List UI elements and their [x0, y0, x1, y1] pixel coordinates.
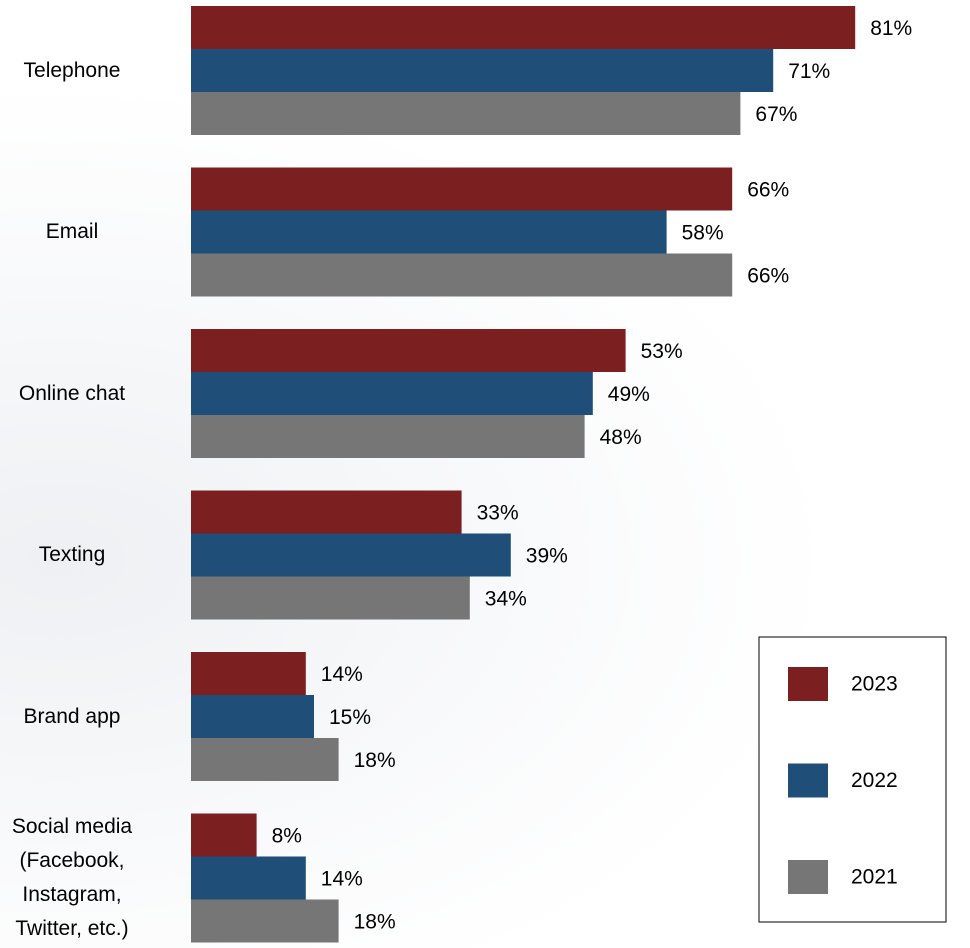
value-label: 39%: [526, 545, 568, 568]
value-label: 48%: [600, 426, 642, 449]
value-label: 81%: [870, 17, 912, 40]
legend-label: 2023: [851, 673, 898, 696]
value-label: 14%: [321, 868, 363, 891]
bar: [191, 490, 462, 534]
value-label: 53%: [641, 340, 683, 363]
category-label: Social media (Facebook, Instagram, Twitt…: [11, 815, 133, 940]
bar: [191, 813, 257, 857]
bar: [191, 6, 856, 49]
bar: [191, 533, 511, 577]
value-label: 14%: [321, 663, 363, 686]
bar: [191, 329, 626, 372]
category-label: Online chat: [18, 381, 126, 405]
bar: [191, 856, 306, 900]
value-label: 71%: [788, 60, 830, 83]
value-label: 49%: [608, 383, 650, 406]
bar: [191, 899, 339, 943]
bar: [191, 372, 593, 415]
value-label: 18%: [354, 911, 396, 934]
value-label: 66%: [747, 265, 789, 288]
bar: [191, 415, 585, 458]
category-label: Email: [45, 220, 99, 243]
bar: [191, 738, 339, 781]
bar: [191, 695, 314, 738]
legend-swatch: [788, 763, 828, 798]
bar: [191, 49, 774, 92]
legend-swatch: [788, 860, 828, 894]
value-label: 66%: [747, 179, 789, 202]
category-label: Telephone: [23, 58, 121, 82]
bar: [191, 652, 306, 695]
bar: [191, 167, 733, 211]
value-label: 58%: [682, 222, 724, 245]
legend-label: 2022: [851, 769, 898, 792]
bar: [191, 210, 667, 254]
value-label: 8%: [272, 825, 302, 848]
bar: [191, 92, 741, 135]
value-label: 33%: [477, 502, 519, 525]
bar: [191, 576, 470, 620]
value-label: 15%: [329, 706, 371, 729]
bar: [191, 253, 733, 297]
value-label: 18%: [354, 749, 396, 772]
legend-label: 2021: [851, 866, 898, 889]
category-label: Brand app: [23, 704, 121, 728]
category-label: Texting: [38, 543, 106, 566]
value-label: 34%: [485, 588, 527, 611]
value-label: 67%: [755, 103, 797, 126]
legend-swatch: [788, 667, 828, 701]
